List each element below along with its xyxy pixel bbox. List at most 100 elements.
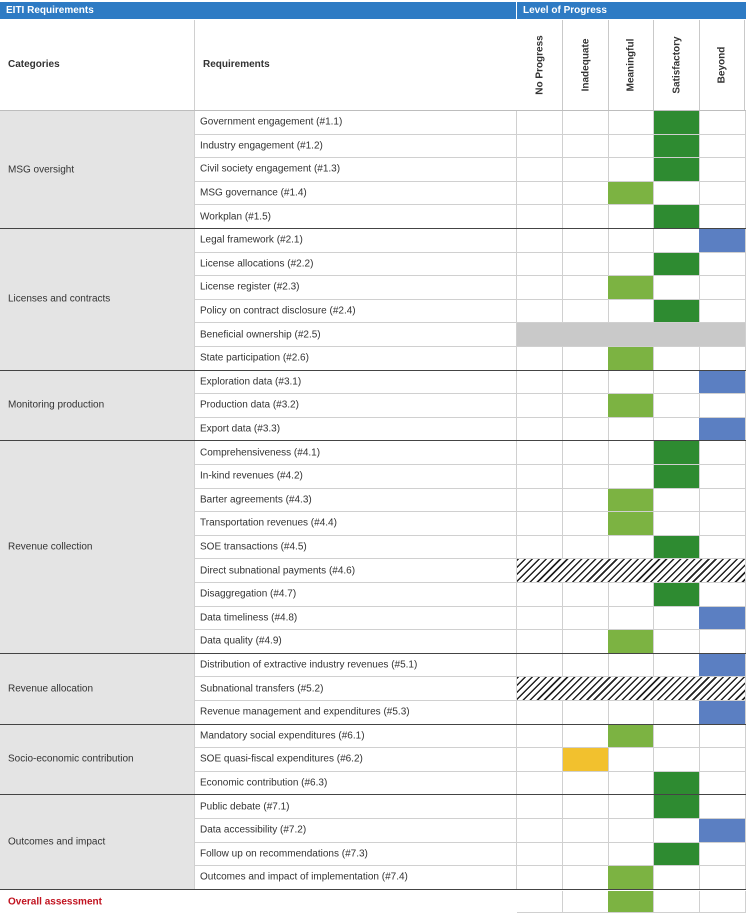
- requirement-label: State participation (#2.6): [200, 352, 309, 364]
- progress-cell: [563, 606, 609, 631]
- progress-cell: [699, 134, 746, 159]
- category-cell: MSG oversight: [0, 111, 194, 229]
- progress-marker-meaningful: [608, 347, 654, 371]
- overall-cell: [563, 890, 609, 913]
- category-label: Outcomes and impact: [8, 836, 106, 848]
- progress-cell: [608, 583, 654, 607]
- progress-cell: [608, 465, 654, 489]
- progress-cell: [654, 724, 700, 749]
- progress-cell: [699, 441, 746, 465]
- category-label: Revenue collection: [8, 541, 93, 553]
- progress-cell: [654, 866, 700, 890]
- category-divider: [0, 369, 746, 371]
- requirement-row: Data accessibility (#7.2): [194, 819, 517, 843]
- category-divider: [0, 794, 746, 796]
- progress-cell: [654, 488, 700, 513]
- progress-marker-beyond: [699, 606, 746, 631]
- progress-cell: [563, 299, 609, 324]
- progress-cell: [517, 347, 563, 371]
- requirement-row: Data quality (#4.9): [194, 630, 517, 654]
- progress-cell: [699, 276, 746, 300]
- progress-cell: [608, 158, 654, 182]
- progress-cell: [563, 535, 609, 560]
- progress-cell: [517, 866, 563, 890]
- requirement-label: MSG governance (#1.4): [200, 187, 307, 199]
- progress-cell: [608, 701, 654, 725]
- requirement-row: In-kind revenues (#4.2): [194, 465, 517, 489]
- overall-cell: [517, 890, 563, 913]
- requirement-row: Beneficial ownership (#2.5): [194, 323, 517, 347]
- progress-marker-meaningful: [608, 181, 654, 206]
- requirement-row: Industry engagement (#1.2): [194, 134, 517, 159]
- progress-cell: [608, 441, 654, 465]
- progress-cell: [654, 606, 700, 631]
- level-header-satisfactory: Satisfactory: [654, 20, 700, 110]
- requirement-label: SOE quasi-fiscal expenditures (#6.2): [200, 753, 363, 765]
- progress-marker-satisfactory: [654, 535, 700, 560]
- overall-cell: [699, 890, 746, 913]
- requirements-header-label: Requirements: [203, 59, 270, 70]
- progress-cell: [563, 724, 609, 749]
- category-cell: Socio-economic contribution: [0, 724, 194, 796]
- progress-cell: [608, 417, 654, 442]
- requirement-label: Data timeliness (#4.8): [200, 612, 298, 624]
- requirement-row: Export data (#3.3): [194, 417, 517, 442]
- progress-cell: [517, 158, 563, 182]
- progress-cell: [517, 276, 563, 300]
- header-divider: [0, 110, 746, 111]
- progress-cell: [517, 512, 563, 536]
- category-label: Monitoring production: [8, 399, 105, 411]
- progress-cell: [517, 701, 563, 725]
- progress-cell: [563, 488, 609, 513]
- requirement-label: License register (#2.3): [200, 281, 300, 293]
- requirement-label: Beneficial ownership (#2.5): [200, 329, 321, 341]
- requirement-row: Comprehensiveness (#4.1): [194, 441, 517, 465]
- requirement-row: Mandatory social expenditures (#6.1): [194, 724, 517, 749]
- requirement-row: Policy on contract disclosure (#2.4): [194, 299, 517, 324]
- category-cell: Outcomes and impact: [0, 795, 194, 890]
- progress-cell: [608, 771, 654, 796]
- level-header-label: No Progress: [534, 35, 545, 95]
- progress-cell: [699, 299, 746, 324]
- progress-marker-meaningful: [608, 394, 654, 418]
- progress-cell: [563, 276, 609, 300]
- requirement-label: Mandatory social expenditures (#6.1): [200, 730, 365, 742]
- requirement-row: Government engagement (#1.1): [194, 111, 517, 135]
- requirement-label: Data quality (#4.9): [200, 635, 282, 647]
- categories-column-header: Categories: [0, 20, 194, 110]
- progress-cell: [699, 158, 746, 182]
- requirement-row: Workplan (#1.5): [194, 205, 517, 229]
- category-label: MSG oversight: [8, 164, 75, 175]
- progress-cell: [654, 512, 700, 536]
- overall-cell: [654, 890, 700, 913]
- progress-cell: [517, 370, 563, 395]
- not-applicable-cell: [517, 677, 746, 701]
- progress-cell: [608, 653, 654, 678]
- progress-cell: [608, 819, 654, 843]
- progress-cell: [654, 229, 700, 253]
- progress-cell: [517, 748, 563, 772]
- progress-marker-meaningful: [608, 488, 654, 513]
- level-header-label: Meaningful: [625, 38, 636, 92]
- category-label: Revenue allocation: [8, 683, 94, 695]
- requirement-label: Legal framework (#2.1): [200, 234, 303, 246]
- progress-cell: [563, 181, 609, 206]
- overall-marker-meaningful: [608, 890, 654, 913]
- requirement-label: Transportation revenues (#4.4): [200, 517, 337, 529]
- progress-marker-satisfactory: [654, 842, 700, 867]
- requirement-row: Civil society engagement (#1.3): [194, 158, 517, 182]
- progress-cell: [517, 441, 563, 465]
- progress-cell: [517, 630, 563, 654]
- requirement-row: Outcomes and impact of implementation (#…: [194, 866, 517, 890]
- category-divider: [0, 652, 746, 654]
- requirement-row: MSG governance (#1.4): [194, 181, 517, 206]
- requirement-label: Industry engagement (#1.2): [200, 140, 323, 152]
- progress-cell: [654, 630, 700, 654]
- progress-cell: [699, 111, 746, 135]
- progress-cell: [517, 771, 563, 796]
- progress-cell: [517, 181, 563, 206]
- progress-cell: [517, 535, 563, 560]
- progress-cell: [654, 181, 700, 206]
- progress-marker-satisfactory: [654, 252, 700, 277]
